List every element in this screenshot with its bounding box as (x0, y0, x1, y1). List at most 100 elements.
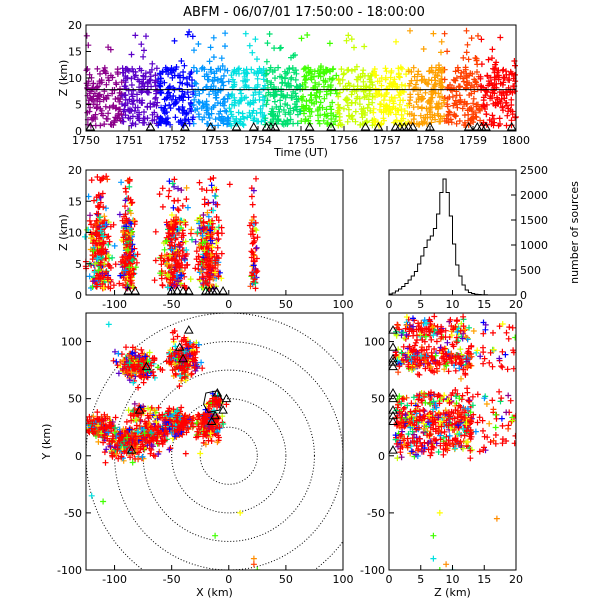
time-height-source (320, 117, 327, 124)
x-height-source (105, 233, 112, 240)
time-height-source (259, 109, 266, 116)
time-height-source (473, 55, 480, 62)
time-height-source (453, 120, 460, 127)
time-height-ground-markers (85, 121, 517, 131)
time-height-source (305, 117, 312, 124)
time-height-source (221, 66, 228, 73)
time-height-source (321, 95, 328, 102)
time-height-source (497, 121, 503, 127)
x-height-source (209, 243, 216, 250)
y-tick-label: 1500 (520, 214, 548, 227)
x-tick-label: 1755 (287, 134, 315, 147)
time-height-source (254, 75, 261, 82)
y-tick-label: 20 (68, 164, 82, 177)
time-height-source (138, 87, 145, 94)
plan-view-source (176, 383, 183, 390)
x-height-source (104, 276, 111, 283)
time-height-source (214, 99, 221, 106)
time-height-source (368, 79, 375, 86)
time-height-source (211, 74, 218, 81)
time-height-source (210, 54, 217, 61)
time-height-source (374, 78, 381, 85)
time-height-source (360, 78, 367, 85)
x-height-source (100, 233, 107, 240)
z-y-source (502, 351, 509, 358)
time-height-source (103, 96, 110, 102)
time-height-source (236, 118, 243, 125)
time-height-source (93, 86, 100, 93)
ground-marker-icon (205, 121, 216, 131)
time-height-source (85, 78, 92, 85)
time-height-source (271, 98, 278, 105)
y-tick-label: 10 (68, 227, 82, 240)
time-height-source (489, 112, 496, 119)
x-height-source (94, 247, 101, 254)
x-height-source (112, 261, 119, 268)
time-height-source (156, 82, 163, 89)
time-height-source (125, 114, 132, 121)
time-height-source (161, 105, 168, 112)
time-height-source (489, 46, 496, 53)
time-height-source (141, 109, 147, 115)
time-height-source (157, 75, 164, 82)
time-height-source (354, 83, 361, 90)
time-height-source (138, 99, 145, 106)
time-height-source (131, 74, 138, 80)
time-height-source (122, 112, 129, 119)
x-height-source (94, 255, 101, 262)
plan-view-source (223, 401, 230, 408)
plan-view-source (138, 346, 145, 353)
plan-view-source (212, 532, 219, 539)
time-height-source (508, 96, 515, 103)
time-height-source (203, 102, 210, 108)
time-height-source (293, 106, 300, 113)
time-height-source (344, 102, 351, 109)
time-height-source (191, 47, 197, 54)
time-height-source (231, 102, 238, 109)
time-height-source (472, 78, 479, 85)
x-height-source (111, 242, 118, 249)
time-height-source (125, 68, 132, 74)
time-height-source (285, 109, 292, 116)
time-height-source (260, 76, 267, 83)
time-height-source (465, 111, 472, 118)
time-height-source (147, 103, 154, 110)
time-height-source (240, 67, 247, 74)
time-height-source (292, 90, 299, 97)
time-height-source (298, 118, 305, 124)
time-height-source (185, 116, 192, 123)
time-height-source (306, 97, 313, 104)
time-height-source (100, 112, 106, 119)
time-height-source (130, 87, 137, 94)
ground-marker-icon (360, 121, 371, 131)
time-height-source (228, 122, 235, 129)
x-height-source (95, 267, 102, 274)
time-height-source (351, 44, 357, 51)
time-height-source (287, 116, 294, 123)
time-height-source (337, 80, 343, 87)
time-height-source (129, 120, 136, 127)
time-height-source (122, 66, 129, 72)
time-height-source (185, 94, 192, 101)
time-height-source (208, 69, 215, 75)
time-height-source (132, 121, 139, 128)
time-height-source (440, 97, 447, 104)
x-height-source (95, 191, 102, 198)
time-height-source (226, 105, 233, 112)
plan-view-y-label: Y (km) (40, 424, 53, 461)
time-height-source (91, 114, 98, 121)
time-height-source (492, 61, 499, 68)
plan-view-source (197, 450, 204, 457)
time-height-source (156, 70, 163, 77)
x-tick-label: -50 (163, 573, 181, 586)
x-height-source (158, 275, 165, 282)
plan-view-source (110, 357, 117, 364)
time-height-source (118, 111, 125, 118)
x-height-source (100, 239, 107, 246)
x-tick-label: 1800 (502, 134, 530, 147)
x-height-source (91, 278, 97, 285)
z-y-source (458, 375, 464, 382)
x-height-source (118, 179, 125, 186)
